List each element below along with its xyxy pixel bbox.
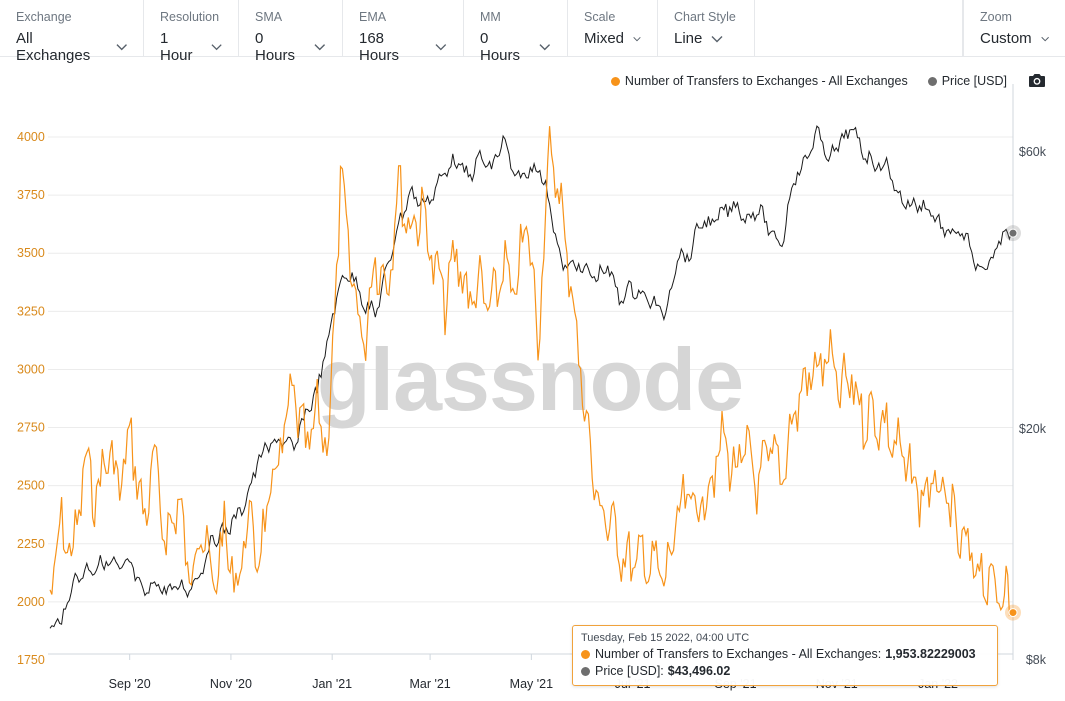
- tooltip-date: Tuesday, Feb 15 2022, 04:00 UTC: [581, 632, 750, 644]
- x-axis-tick-label: Jan '21: [312, 677, 352, 691]
- ema-dropdown[interactable]: EMA 168 Hours: [343, 0, 464, 64]
- legend-item-price[interactable]: Price [USD]: [927, 74, 1007, 88]
- exchange-dropdown[interactable]: Exchange All Exchanges: [0, 0, 144, 64]
- left-axis-tick-label: 3250: [17, 304, 45, 318]
- scale-dropdown[interactable]: Scale Mixed: [568, 0, 658, 56]
- mm-dropdown[interactable]: MM 0 Hours: [464, 0, 568, 64]
- zoom-dropdown[interactable]: Zoom Custom: [963, 0, 1065, 56]
- chart-toolbar: Exchange All Exchanges Resolution 1 Hour…: [0, 0, 1065, 64]
- x-axis-tick-label: Sep '20: [109, 677, 151, 691]
- left-axis-tick-label: 3000: [17, 362, 45, 376]
- zoom-value: Custom: [980, 30, 1032, 47]
- right-axis-tick-label: $60k: [1019, 145, 1047, 159]
- left-axis-tick-label: 2250: [17, 537, 45, 551]
- zoom-label: Zoom: [980, 10, 1012, 24]
- chevron-down-icon: [633, 36, 641, 41]
- tooltip-label-price: Price [USD]:: [595, 664, 664, 678]
- hover-markers: [1005, 225, 1021, 621]
- chart-style-value: Line: [674, 30, 703, 47]
- legend-dot-price: [927, 76, 937, 86]
- scale-value: Mixed: [584, 30, 625, 47]
- left-axis-tick-label: 2000: [17, 595, 45, 609]
- chevron-down-icon: [1041, 36, 1049, 41]
- mm-label: MM: [480, 10, 501, 24]
- chart-style-label: Chart Style: [674, 10, 736, 24]
- chevron-down-icon: [116, 44, 127, 51]
- chevron-down-icon: [435, 44, 447, 51]
- right-axis-tick-label: $8k: [1026, 653, 1047, 667]
- price-series-line: [49, 125, 1013, 629]
- left-axis-tick-label: 2500: [17, 479, 45, 493]
- left-axis-ticks: 4000 3750 3500 3250 3000 2750 2500 2250 2000 1750: [17, 130, 45, 667]
- resolution-label: Resolution: [160, 10, 220, 24]
- tooltip-row-price: Price [USD]: $43,496.02: [581, 664, 989, 678]
- chevron-down-icon: [711, 35, 723, 42]
- left-axis-tick-label: 4000: [17, 130, 45, 144]
- ema-value: 168 Hours: [359, 30, 400, 64]
- right-axis-tick-label: $20k: [1019, 422, 1047, 436]
- tooltip-row-transfers: Number of Transfers to Exchanges - All E…: [581, 647, 989, 661]
- left-axis-tick-label: 3500: [17, 246, 45, 260]
- tooltip-value-transfers: 1,953.82229003: [885, 647, 976, 661]
- price-hover-marker: [1008, 228, 1018, 238]
- camera-icon[interactable]: [1028, 73, 1046, 88]
- left-axis-tick-label: 1750: [17, 653, 45, 667]
- mm-value: 0 Hours: [480, 30, 521, 64]
- resolution-dropdown[interactable]: Resolution 1 Hour: [144, 0, 239, 64]
- scale-label: Scale: [584, 10, 616, 24]
- glassnode-watermark: glassnode: [317, 330, 743, 429]
- transfers-hover-marker: [1008, 608, 1018, 618]
- tooltip-dot-transfers: [581, 649, 590, 659]
- grid-lines: [48, 136, 1013, 655]
- chart-area: glassnode 4000 3750 3500 3250 3000 2750 2500 22…: [17, 84, 1047, 691]
- chart-style-dropdown[interactable]: Chart Style Line: [658, 0, 755, 56]
- left-axis-tick-label: 3750: [17, 188, 45, 202]
- tooltip-dot-price: [581, 666, 590, 676]
- toolbar-spacer: [755, 0, 963, 56]
- legend-label-price: Price [USD]: [941, 74, 1007, 88]
- transfers-series-line: [49, 126, 1013, 617]
- right-axis-ticks: $60k $20k $8k: [1019, 145, 1047, 667]
- legend-label-transfers: Number of Transfers to Exchanges - All E…: [624, 74, 908, 88]
- tooltip-value-price: $43,496.02: [667, 664, 731, 678]
- chevron-down-icon: [211, 44, 222, 51]
- exchange-label: Exchange: [16, 10, 72, 24]
- resolution-value: 1 Hour: [160, 30, 193, 64]
- sma-value: 0 Hours: [255, 30, 296, 64]
- x-axis-tick-label: Mar '21: [409, 677, 450, 691]
- left-axis-tick-label: 2750: [17, 421, 45, 435]
- legend-item-transfers[interactable]: Number of Transfers to Exchanges - All E…: [610, 74, 908, 88]
- hover-tooltip: Tuesday, Feb 15 2022, 04:00 UTC Number o…: [572, 625, 998, 686]
- x-axis-tick-label: Nov '20: [210, 677, 252, 691]
- chevron-down-icon: [314, 44, 326, 51]
- ema-label: EMA: [359, 10, 387, 24]
- tooltip-label-transfers: Number of Transfers to Exchanges - All E…: [595, 647, 882, 661]
- sma-label: SMA: [255, 10, 283, 24]
- chart-legend: Number of Transfers to Exchanges - All E…: [591, 74, 1007, 88]
- exchange-value: All Exchanges: [16, 30, 91, 64]
- sma-dropdown[interactable]: SMA 0 Hours: [239, 0, 343, 64]
- legend-dot-transfers: [610, 76, 620, 86]
- x-axis-tick-label: May '21: [510, 677, 553, 691]
- chevron-down-icon: [539, 44, 551, 51]
